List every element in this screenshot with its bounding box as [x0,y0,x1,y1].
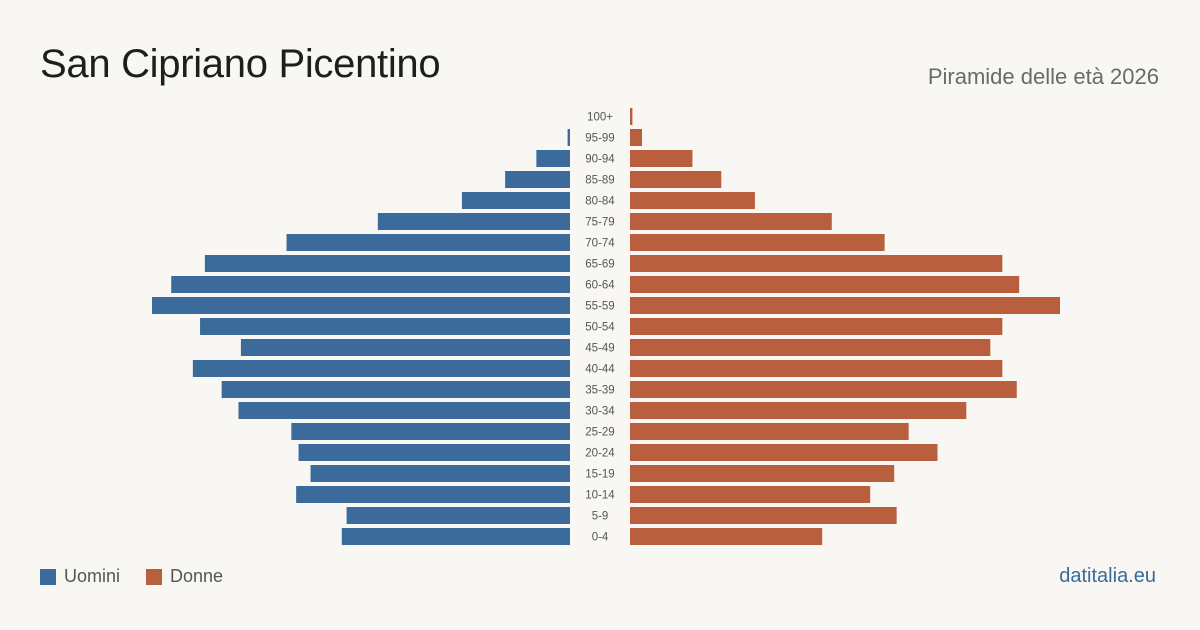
bar-men-55-59 [152,297,570,314]
bar-women-5-9 [630,507,897,524]
bar-men-60-64 [171,276,570,293]
age-label-20-24: 20-24 [585,448,615,460]
bar-men-95-99 [567,129,570,146]
age-label-55-59: 55-59 [585,301,614,313]
age-label-80-84: 80-84 [585,196,615,208]
legend-swatch-men [40,568,56,585]
bar-women-95-99 [630,129,643,146]
bar-women-25-29 [630,423,909,440]
bar-men-25-29 [291,423,570,440]
age-label-95-99: 95-99 [585,133,614,145]
age-label-5-9: 5-9 [592,511,609,523]
age-label-0-4: 0-4 [592,532,609,544]
age-label-30-34: 30-34 [585,406,615,418]
bar-women-70-74 [630,234,885,251]
bar-men-35-39 [221,381,571,398]
bar-men-20-24 [298,444,570,461]
bar-women-55-59 [630,297,1060,314]
age-label-100plus: 100+ [587,112,613,124]
bar-men-70-74 [286,234,570,251]
age-label-85-89: 85-89 [585,175,614,187]
bar-women-20-24 [630,444,938,461]
bar-men-65-69 [204,255,570,272]
legend-item-men: Uomini [40,566,120,587]
brand-link[interactable]: datitalia.eu [1059,565,1156,587]
legend-swatch-women [146,568,163,585]
chart-subtitle: Piramide delle età 2026 [927,64,1159,89]
age-label-10-14: 10-14 [585,490,615,502]
bar-women-30-34 [630,402,967,419]
bar-women-40-44 [630,360,1003,377]
age-label-50-54: 50-54 [585,322,615,334]
bar-women-10-14 [630,486,871,503]
bar-men-80-84 [461,192,570,209]
bar-women-35-39 [630,381,1017,398]
age-label-45-49: 45-49 [585,343,614,355]
age-label-15-19: 15-19 [585,469,614,481]
bar-men-75-79 [377,213,570,230]
bar-men-85-89 [505,171,570,188]
bar-women-85-89 [630,171,722,188]
bar-women-100plus [630,108,633,125]
legend-item-women: Donne [146,566,223,587]
bar-men-50-54 [200,318,571,335]
age-label-25-29: 25-29 [585,427,614,439]
age-label-90-94: 90-94 [585,154,615,166]
bar-women-45-49 [630,339,991,356]
bar-men-30-34 [238,402,570,419]
bar-women-0-4 [630,528,823,545]
bar-men-90-94 [536,150,570,167]
legend-label-women: Donne [170,566,224,586]
bar-women-60-64 [630,276,1020,293]
age-label-60-64: 60-64 [585,280,615,292]
bar-women-50-54 [630,318,1003,335]
age-label-65-69: 65-69 [585,259,614,271]
chart-title: San Cipriano Picentino [40,42,441,86]
bar-men-5-9 [346,507,570,524]
bar-men-15-19 [310,465,570,482]
bar-women-90-94 [630,150,693,167]
bar-men-45-49 [240,339,570,356]
bar-women-65-69 [630,255,1003,272]
bar-men-0-4 [341,528,570,545]
age-label-35-39: 35-39 [585,385,614,397]
legend-label-men: Uomini [64,566,121,586]
bar-men-10-14 [296,486,570,503]
bar-women-80-84 [630,192,755,209]
bar-women-75-79 [630,213,832,230]
age-label-70-74: 70-74 [585,238,615,250]
bar-men-40-44 [192,360,570,377]
age-label-75-79: 75-79 [585,217,614,229]
bar-women-15-19 [630,465,895,482]
age-label-40-44: 40-44 [585,364,615,376]
chart-legend: Uomini Donne [40,566,223,587]
